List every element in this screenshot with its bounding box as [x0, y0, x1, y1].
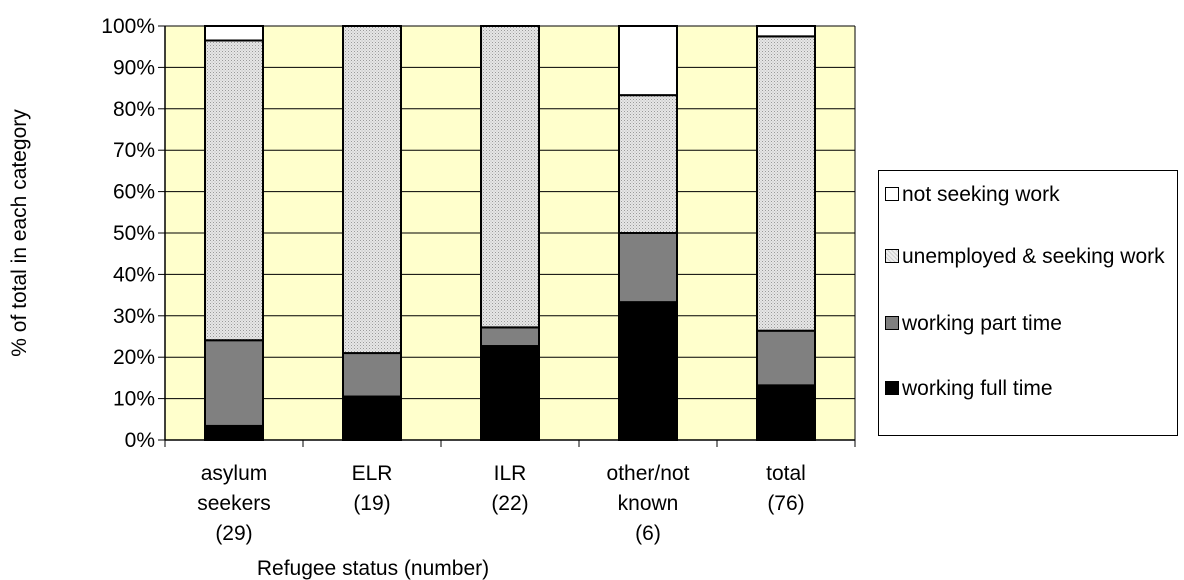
bar-segment: [756, 329, 816, 387]
bar-segment: [480, 326, 540, 348]
legend-swatch: [885, 381, 899, 395]
y-tick-label: 20%: [113, 346, 155, 369]
y-axis-title: % of total in each category: [8, 109, 31, 357]
y-tick-label: 40%: [113, 263, 155, 286]
x-tick-label: seekers: [197, 492, 271, 515]
bar-segment: [756, 35, 816, 332]
x-tick-label: (22): [491, 492, 528, 515]
bar-segment: [204, 339, 264, 427]
x-tick-label: (76): [767, 492, 804, 515]
x-tick-label: total: [766, 462, 806, 485]
x-tick-label: (19): [353, 492, 390, 515]
legend-item: working full time: [885, 377, 1175, 400]
bar-segment: [480, 345, 540, 441]
bar-segment: [480, 25, 540, 329]
bar-segment: [618, 301, 678, 441]
bar-segment: [618, 232, 678, 304]
y-tick-label: 70%: [113, 139, 155, 162]
legend-label: not seeking work: [902, 183, 1060, 206]
x-tick-label: asylum: [201, 462, 268, 485]
y-tick-labels: 0% 10% 20% 30% 40% 50% 60% 70% 80% 90% 100%: [101, 15, 155, 452]
x-tick-labels: asylum seekers (29) ELR (19) ILR (22) other/not…: [197, 462, 806, 545]
legend-item: working part time: [885, 312, 1175, 335]
y-tick-label: 0%: [125, 429, 155, 452]
y-tick-label: 30%: [113, 305, 155, 328]
legend-swatch: [885, 316, 899, 330]
x-tick-label: ELR: [352, 462, 393, 485]
x-tick-label: other/not: [607, 462, 690, 485]
legend-item: not seeking work: [885, 183, 1175, 206]
y-tick-label: 50%: [113, 222, 155, 245]
x-tick-label: ILR: [494, 462, 527, 485]
bar-segment: [342, 25, 402, 355]
x-tick-label: (29): [215, 522, 252, 545]
bar-segment: [756, 25, 816, 38]
y-tick-label: 90%: [113, 56, 155, 79]
y-tick-label: 60%: [113, 181, 155, 204]
bar-segment: [342, 352, 402, 398]
bars: [204, 25, 816, 442]
bar-segment: [618, 25, 678, 97]
x-axis-title: Refugee status (number): [257, 557, 489, 580]
legend-swatch: [885, 249, 899, 263]
legend-label: working full time: [902, 377, 1053, 400]
legend-item: unemployed & seeking work: [885, 245, 1175, 268]
legend-swatch: [885, 187, 899, 201]
x-tick-label: (6): [635, 522, 661, 545]
y-tick-label: 10%: [113, 388, 155, 411]
bar-segment: [204, 25, 264, 42]
bar-segment: [756, 384, 816, 441]
legend: not seeking work unemployed & seeking wor…: [878, 170, 1178, 436]
axes: [158, 25, 856, 447]
y-tick-label: 80%: [113, 98, 155, 121]
bar-segment: [204, 39, 264, 342]
legend-label: working part time: [902, 312, 1062, 335]
bar-segment: [204, 424, 264, 442]
x-tick-label: known: [618, 492, 679, 515]
y-tick-label: 100%: [101, 15, 155, 38]
bar-segment: [618, 94, 678, 234]
bar-segment: [342, 395, 402, 441]
legend-label: unemployed & seeking work: [902, 245, 1165, 268]
